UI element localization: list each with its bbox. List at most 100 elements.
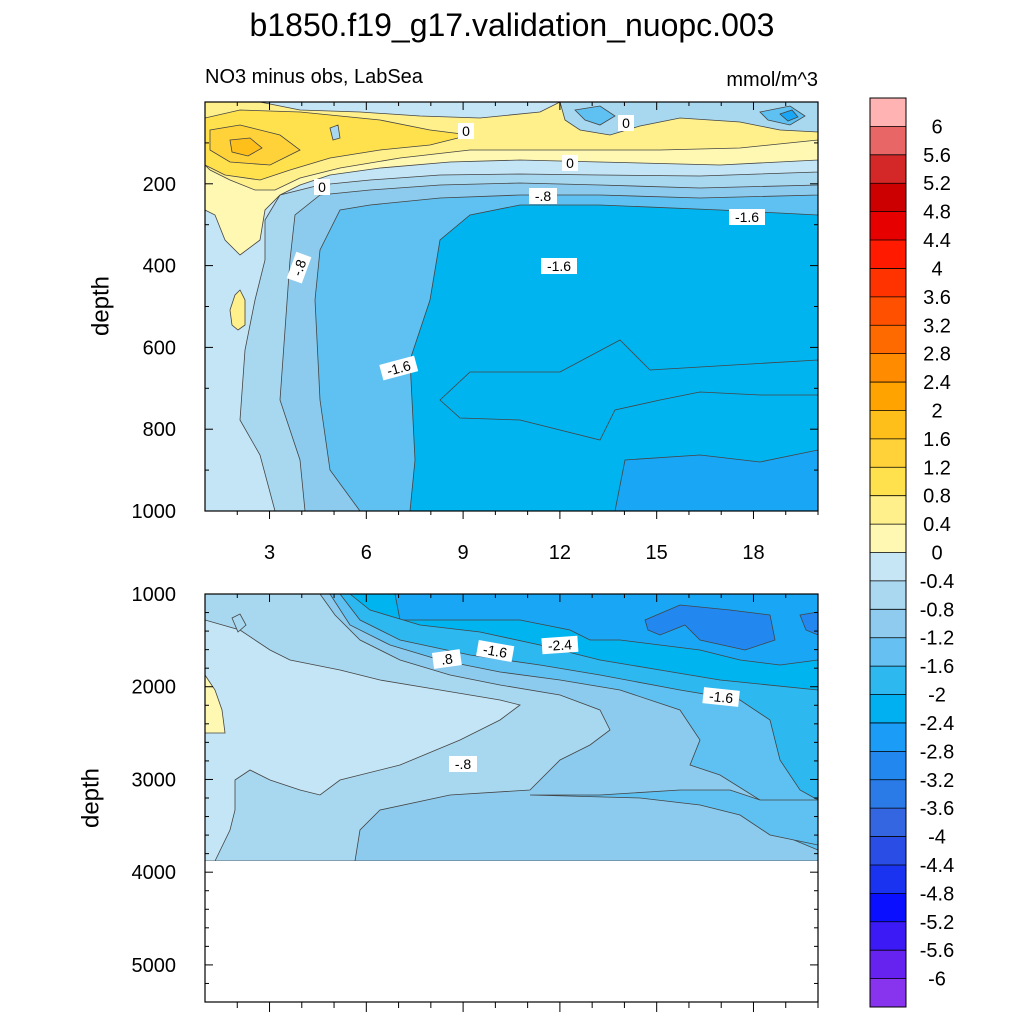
lower-contour-label: .8 [440,650,454,667]
upper-label-box-9 [379,355,419,381]
colorbar-label: -4.4 [920,855,954,877]
upper-contour-label: 0 [318,179,326,195]
colorbar-label: -1.6 [920,656,954,678]
figure-title: b1850.f19_g17.validation_nuopc.003 [250,7,775,43]
y-tick-label: 1000 [132,584,177,606]
colorbar-label: -4.8 [920,883,954,905]
colorbar-label: -0.8 [920,599,954,621]
lower-y-axis-label: depth [77,768,104,828]
upper-band-n24 [614,449,818,511]
y-tick-label: 5000 [132,955,177,977]
colorbar-label: -3.6 [920,798,954,820]
upper-contour-label: -1.6 [385,357,413,379]
upper-contour-label: 0 [462,123,470,139]
colorbar-swatch [870,296,906,326]
colorbar-label: -0.4 [920,571,954,593]
colorbar-label: -4 [928,827,946,849]
colorbar-swatch [870,98,906,127]
panel-subtitle-left: NO3 minus obs, LabSea [205,66,424,88]
colorbar-swatch [870,864,906,894]
colorbar-swatch [870,893,906,923]
lower-patch-n32b [799,611,818,636]
colorbar-label: -1.2 [920,628,954,650]
colorbar-swatch [870,722,906,752]
colorbar-label: 2.8 [923,344,951,366]
colorbar-label: 0.8 [923,486,951,508]
colorbar-swatch [870,751,906,781]
upper-contour-label: 0 [622,115,630,131]
y-tick-label: 800 [143,419,176,441]
colorbar-swatch [870,126,906,156]
lower-patch-yellow [205,674,226,734]
colorbar-label: -5.2 [920,912,954,934]
lower-contour-label: -.8 [455,756,472,772]
lower-missing-region [205,861,818,1002]
lower-x-ticks [236,594,819,1012]
lower-label-box-5 [449,756,477,772]
colorbar-label: -2.4 [920,713,954,735]
colorbar-swatch [870,978,906,1008]
colorbar-swatch [870,779,906,809]
colorbar-label: 0.4 [923,514,951,536]
colorbar-label: 1.6 [923,429,951,451]
lower-label-box-4 [702,687,740,707]
lower-patch-n32 [644,604,776,651]
colorbar-swatch [870,666,906,695]
lower-band-n16b [529,789,818,846]
colorbar-swatch [870,325,906,354]
upper-label-box-3 [562,155,578,171]
colorbar-label: -3.2 [920,770,954,792]
colorbar-label: 4 [931,258,942,280]
lower-contour-label: -1.6 [708,688,734,706]
upper-label-box-5 [529,188,557,204]
colorbar-label: -5.6 [920,940,954,962]
upper-surface-blue1 [259,102,561,119]
colorbar-swatch [870,580,906,610]
upper-contour-label: -1.6 [547,258,571,274]
upper-plot [205,102,818,511]
upper-label-box-6 [286,251,312,284]
colorbar-label: -2.8 [920,741,954,763]
upper-patch-deep [439,339,818,441]
colorbar-swatch [870,353,906,383]
colorbar-label: 3.2 [923,315,951,337]
x-tick-label: 9 [458,542,469,564]
lower-band-n04 [205,619,521,862]
upper-surface-blue5 [779,109,799,122]
colorbar-swatch [870,495,906,525]
colorbar-swatch [870,836,906,866]
x-tick-label: 6 [361,542,372,564]
upper-x-axis: 3 6 9 12 15 18 [236,102,819,564]
upper-contour-label: -.8 [289,257,310,278]
colorbar: 6 5.6 5.2 4.8 4.4 4 3.6 3.2 2.8 2.4 2 1.6 1.2 0.8 0.4 0… [869,97,954,1008]
colorbar-label: 4.4 [923,230,951,252]
lower-contour-labels: .8 -1.6 -2.4 -1.6 -.8 [431,635,740,772]
colorbar-label: 5.6 [923,145,951,167]
colorbar-label: 1.2 [923,457,951,479]
y-tick-label: 4000 [132,862,177,884]
y-tick-label: 400 [143,256,176,278]
upper-label-box-7 [729,209,765,225]
colorbar-label: -6 [928,969,946,991]
y-tick-label: 1000 [132,501,177,523]
colorbar-swatch [870,154,906,184]
lower-contour-label: -1.6 [482,641,509,661]
y-tick-label: 600 [143,337,176,359]
x-tick-label: 15 [646,542,668,564]
colorbar-swatch [870,552,906,582]
y-tick-label: 200 [143,174,176,196]
upper-label-box-4 [314,179,330,195]
upper-y-axis-label: depth [87,276,114,336]
colorbar-swatch [870,950,906,979]
colorbar-swatch [870,921,906,951]
upper-patch-p16 [229,137,263,157]
colorbar-swatch [870,183,906,212]
colorbar-swatch [870,524,906,553]
x-tick-label: 3 [264,542,275,564]
y-tick-label: 2000 [132,677,177,699]
colorbar-swatch [870,694,906,724]
lower-label-box-2 [476,640,515,663]
colorbar-label: 0 [931,543,942,565]
upper-label-box-2 [618,115,634,131]
